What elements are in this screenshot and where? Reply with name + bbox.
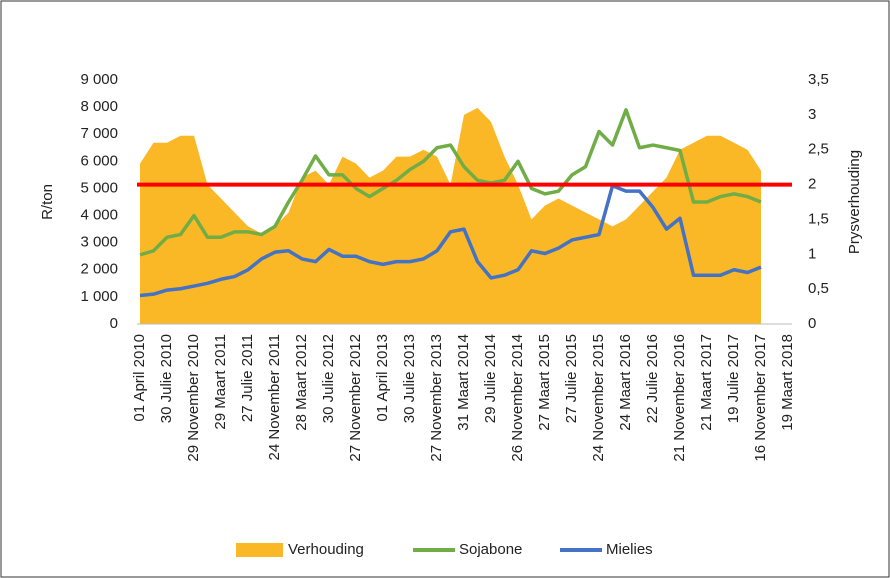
y-tick-label: 1 000 (80, 288, 118, 305)
y-tick-label: 2 000 (80, 261, 118, 278)
x-tick-label: 24 November 2015 (590, 334, 607, 462)
y-axis-label: R/ton (39, 184, 56, 220)
x-tick-label: 27 Julie 2015 (563, 334, 580, 423)
x-tick-label: 29 Julie 2014 (482, 334, 499, 423)
y2-tick-label: 1 (808, 245, 816, 262)
y-tick-label: 7 000 (80, 125, 118, 142)
x-tick-label: 30 Julie 2010 (158, 334, 175, 423)
y2-tick-label: 3 (808, 106, 816, 123)
y-tick-label: 0 (110, 315, 118, 332)
legend-label: Verhouding (288, 541, 364, 558)
x-tick-label: 31 Maart 2014 (455, 334, 472, 431)
x-tick-label: 27 November 2013 (428, 334, 445, 462)
y2-tick-label: 3,5 (808, 71, 829, 88)
x-tick-label: 21 November 2016 (671, 334, 688, 462)
x-tick-label: 29 Maart 2011 (212, 334, 229, 430)
legend-swatch (236, 543, 283, 557)
x-tick-label: 30 Julie 2012 (320, 334, 337, 423)
y-tick-label: 3 000 (80, 234, 118, 251)
x-tick-label: 01 April 2013 (374, 334, 391, 422)
x-tick-label: 19 Maart 2018 (779, 334, 796, 431)
x-tick-label: 22 Julie 2016 (644, 334, 661, 423)
x-tick-label: 29 November 2010 (185, 334, 202, 462)
y2-tick-label: 1,5 (808, 210, 829, 227)
x-tick-label: 27 Julie 2011 (239, 334, 256, 422)
legend-label: Sojabone (459, 541, 522, 558)
line (139, 108, 762, 257)
y2-axis-label: Prysverhouding (846, 150, 863, 254)
y2-tick-label: 2 (808, 176, 816, 193)
y-tick-label: 4 000 (80, 207, 118, 224)
y2-tick-label: 0 (808, 315, 816, 332)
x-tick-label: 19 Julie 2017 (725, 334, 742, 423)
x-tick-label: 26 November 2014 (509, 334, 526, 462)
y-tick-label: 6 000 (80, 152, 118, 169)
x-tick-label: 27 Maart 2015 (536, 334, 553, 431)
x-tick-label: 24 November 2011 (266, 334, 283, 460)
y2-tick-label: 0,5 (808, 280, 829, 297)
x-tick-label: 01 April 2010 (131, 334, 148, 422)
x-tick-label: 27 November 2012 (347, 334, 364, 462)
x-tick-label: 28 Maart 2012 (293, 334, 310, 431)
line (139, 183, 762, 298)
x-tick-label: 24 Maart 2016 (617, 334, 634, 431)
y-tick-label: 9 000 (80, 71, 118, 88)
legend-label: Mielies (606, 541, 653, 558)
x-tick-label: 30 Julie 2013 (401, 334, 418, 423)
x-tick-label: 21 Maart 2017 (698, 334, 715, 431)
area (140, 107, 761, 324)
y-tick-label: 5 000 (80, 179, 118, 196)
y2-tick-label: 2,5 (808, 141, 829, 158)
y-tick-label: 8 000 (80, 98, 118, 115)
x-tick-label: 16 November 2017 (752, 334, 769, 462)
